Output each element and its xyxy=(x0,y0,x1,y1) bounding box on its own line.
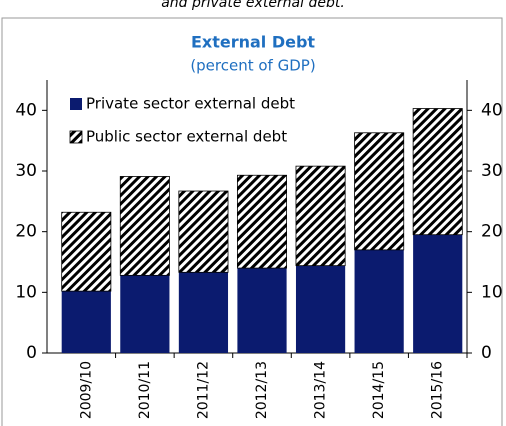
bar-segment xyxy=(413,234,463,353)
x-tick-label: 2011/12 xyxy=(195,361,211,419)
bar-segment xyxy=(61,291,111,353)
chart-title: External Debt xyxy=(191,33,315,52)
y-tick-label: 0 xyxy=(26,343,37,363)
x-tick-label: 2012/13 xyxy=(254,361,270,419)
bar-segment xyxy=(178,272,229,353)
bar-segment xyxy=(412,108,463,236)
legend-label: Private sector external debt xyxy=(86,95,295,113)
y-tick-label: 40 xyxy=(15,100,37,120)
y-tick-label: 30 xyxy=(15,161,37,181)
bar-segment xyxy=(178,190,229,273)
frame xyxy=(1,17,503,426)
bar-segment xyxy=(237,268,287,353)
y-tick-label: 10 xyxy=(15,282,37,302)
bar-segment xyxy=(236,174,287,269)
x-tick-label: 2010/11 xyxy=(137,361,153,419)
x-tick-label: 2015/16 xyxy=(430,361,446,419)
legend-label: Public sector external debt xyxy=(86,128,287,146)
bar-segment xyxy=(295,265,346,353)
bar-segment xyxy=(354,249,404,353)
legend-swatch xyxy=(69,130,83,144)
y2-tick-label: 40 xyxy=(481,100,503,120)
bar-segment xyxy=(119,176,170,276)
bar-segment xyxy=(120,275,170,353)
bar-segment xyxy=(61,211,112,292)
x-tick-label: 2009/10 xyxy=(78,361,94,419)
note: and private external debt. xyxy=(161,0,345,11)
y2-tick-label: 30 xyxy=(481,161,503,181)
y2-tick-label: 10 xyxy=(481,282,503,302)
y2-tick-label: 0 xyxy=(481,343,492,363)
bar-segment xyxy=(295,165,346,267)
legend-swatch xyxy=(70,98,82,110)
y-tick-label: 20 xyxy=(15,222,37,242)
x-tick-label: 2013/14 xyxy=(313,361,329,419)
bar-segment xyxy=(354,132,405,251)
x-tick-label: 2014/15 xyxy=(371,361,387,419)
y2-tick-label: 20 xyxy=(481,222,503,242)
chart-subtitle: (percent of GDP) xyxy=(190,57,315,75)
